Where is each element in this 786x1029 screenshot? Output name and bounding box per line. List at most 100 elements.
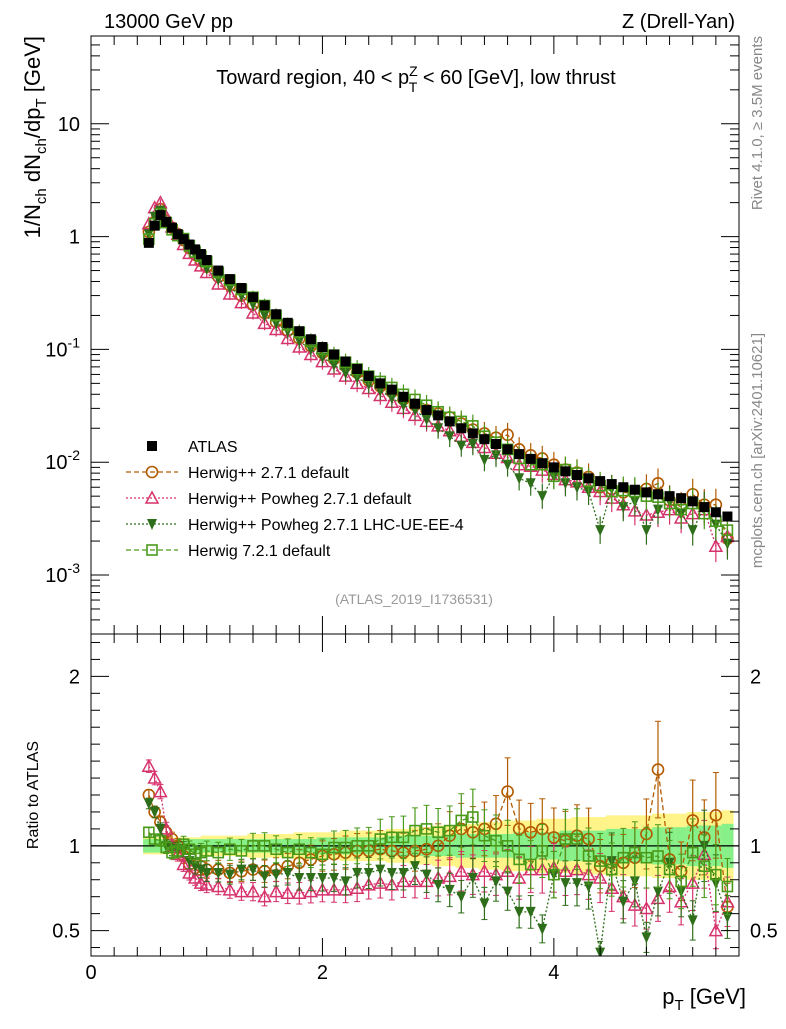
main-point (303, 346, 319, 361)
ratio-point (257, 889, 272, 903)
main-point (271, 309, 282, 320)
ratio-point (652, 850, 664, 862)
main-point (675, 503, 687, 516)
ratio-point (315, 882, 330, 896)
main-point (676, 493, 687, 504)
ratio-point (212, 846, 225, 859)
ratio-point (362, 840, 375, 852)
ratio-point (629, 846, 641, 859)
ratio-point (536, 845, 549, 857)
ratio-point (245, 884, 261, 898)
ratio-point (305, 846, 317, 859)
main-title: Toward region, 40 < pZ T < 60 [GeV], low … (216, 63, 616, 95)
ratio-point (443, 824, 456, 837)
ratio-point (195, 864, 206, 876)
main-point (444, 431, 455, 443)
main-point (514, 473, 525, 485)
main-point (259, 310, 270, 322)
main-point (222, 286, 238, 300)
ratio-point (247, 840, 259, 852)
ratio-point (721, 880, 734, 893)
main-point (525, 478, 536, 490)
ratio-point (326, 882, 342, 896)
ratio-series-4 (143, 788, 734, 916)
ratio-point (421, 869, 432, 881)
ratio-point (328, 841, 340, 854)
ratio-point (248, 864, 258, 876)
main-ytick-label: 10 (58, 114, 80, 136)
main-point (410, 398, 420, 409)
main-point (653, 489, 663, 500)
main-point (386, 384, 397, 395)
main-point (236, 283, 247, 294)
ratio-ylabel: Ratio to ATLAS (25, 741, 42, 849)
legend-marker (146, 544, 158, 556)
ratio-ytick-label: 0.5 (52, 921, 80, 943)
main-point (595, 525, 606, 537)
ratio-point (222, 882, 238, 896)
main-point (537, 458, 548, 469)
ratio-point (710, 868, 722, 881)
ratio-point (687, 915, 698, 927)
ratio-point (467, 873, 478, 885)
ratio-point (294, 873, 305, 885)
main-point (349, 375, 365, 390)
header-left: 13000 GeV pp (104, 11, 233, 33)
main-ytick-label: 10-2 (45, 447, 80, 474)
main-point (433, 423, 444, 435)
main-point (407, 407, 423, 422)
main-point (294, 326, 305, 337)
ratio-point (397, 831, 410, 844)
main-point (721, 524, 734, 536)
ratio-point (560, 878, 571, 890)
main-point (456, 423, 467, 434)
ratio-point (339, 841, 352, 854)
watermark: (ATLAS_2019_I1736531) (335, 591, 493, 607)
ratio-point (149, 806, 160, 818)
main-point (201, 255, 212, 266)
ratio-point (153, 784, 168, 798)
main-point (292, 339, 307, 353)
main-point (618, 502, 629, 514)
ratio-point (524, 825, 538, 839)
main-point (143, 237, 154, 248)
ratio-point (190, 861, 201, 873)
ratio-point (639, 900, 654, 915)
main-point (502, 444, 513, 455)
ratio-point (200, 845, 213, 857)
main-point (479, 434, 490, 445)
ratio-point (467, 811, 479, 823)
ratio-point (407, 873, 423, 888)
main-point (479, 454, 490, 466)
ratio-point (524, 858, 537, 871)
ratio-point (618, 896, 629, 908)
main-point (245, 305, 261, 319)
ratio-point (582, 850, 595, 862)
main-series-0 (143, 210, 733, 522)
ratio-point (479, 898, 490, 910)
ratio-point (373, 875, 388, 889)
main-point (213, 265, 224, 276)
main-point (687, 496, 698, 507)
ratio-point (352, 867, 363, 879)
main-point (467, 439, 478, 451)
main-point (514, 449, 525, 460)
ratio-point (155, 823, 166, 835)
main-point (305, 344, 316, 356)
ratio-point (211, 878, 226, 893)
main-point (329, 359, 339, 371)
ratio-point (605, 863, 618, 876)
ratio-point (501, 785, 514, 798)
ratio-point (386, 867, 397, 879)
ratio-point (398, 867, 409, 879)
main-point (491, 439, 501, 450)
ratio-point (502, 886, 513, 898)
ratio-point (514, 906, 525, 918)
x-tick-label: 2 (317, 962, 328, 984)
ratio-point (444, 884, 455, 896)
main-point (326, 361, 342, 375)
ratio-point (374, 833, 387, 845)
legend-label: Herwig++ 2.7.1 default (188, 465, 350, 482)
main-point (664, 491, 675, 502)
ratio-point (698, 860, 711, 872)
